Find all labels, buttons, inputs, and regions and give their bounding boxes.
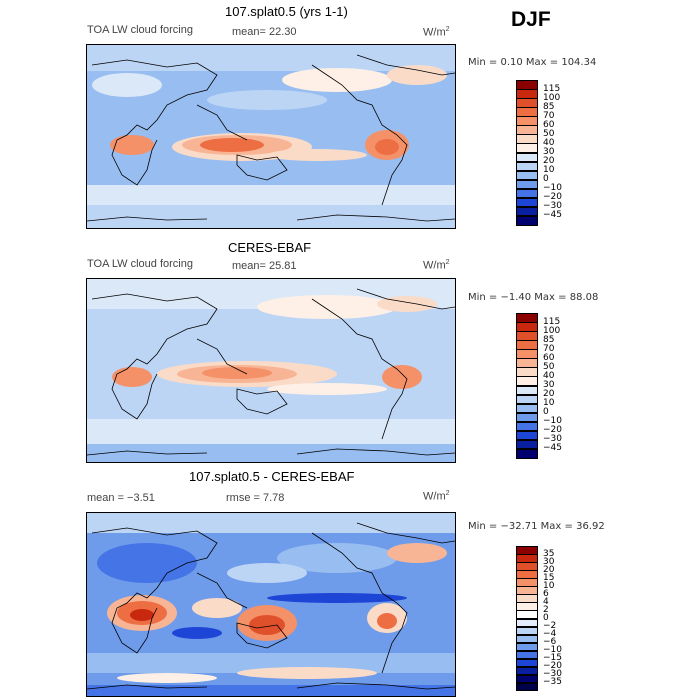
panel1-title: 107.splat0.5 (yrs 1-1) [225,4,348,19]
colorbar-tick-label: −4 [543,629,557,640]
colorbar-tick-label: 0 [543,407,549,418]
panel2-map-field [87,279,455,462]
panel1-map [86,44,456,229]
colorbar-tick-label: 20 [543,389,555,400]
panel3-title: 107.splat0.5 - CERES-EBAF [189,469,355,484]
colorbar-tick-label: 70 [543,110,555,121]
colorbar-tick-label: 35 [543,548,555,559]
colorbar-tick-label: 115 [543,83,561,94]
panel1-variable-label: TOA LW cloud forcing [87,24,193,36]
colorbar-tick-label: −30 [543,201,562,212]
colorbar-tick-label: 50 [543,128,555,139]
panel2-map [86,278,456,463]
colorbar-tick-label: −20 [543,661,562,672]
panel3-min-max: Min = −32.71 Max = 36.92 [468,521,605,532]
colorbar-tick-label: −15 [543,653,562,664]
colorbar-tick-label: 115 [543,316,561,327]
colorbar-tick-label: 0 [543,174,549,185]
colorbar-tick-label: 70 [543,343,555,354]
panel2-mean-label: mean= 25.81 [232,260,297,272]
colorbar-tick-label: 4 [543,596,549,607]
colorbar-tick-label: −45 [543,443,562,454]
colorbar-swatch [516,682,538,692]
colorbar-tick-label: 6 [543,588,549,599]
colorbar-tick-label: 15 [543,572,555,583]
colorbar-tick-label: 85 [543,101,555,112]
colorbar-tick-label: 10 [543,165,555,176]
colorbar-tick-label: −30 [543,669,562,680]
colorbar-tick-label: 85 [543,334,555,345]
colorbar-tick-label: 40 [543,370,555,381]
panel1-min-max: Min = 0.10 Max = 104.34 [468,57,597,68]
colorbar-tick-label: 100 [543,92,561,103]
panel1-map-field [87,45,455,228]
colorbar-tick-label: 40 [543,137,555,148]
colorbar-tick-label: 60 [543,119,555,130]
colorbar-swatch [516,448,538,459]
colorbar-swatch [516,215,538,226]
panel3-rmse-label: rmse = 7.78 [226,492,285,504]
colorbar-tick-label: −20 [543,425,562,436]
colorbar-tick-label: 60 [543,352,555,363]
panel3-map-field [87,513,455,696]
panel3-units-label: W/m2 [423,490,450,503]
colorbar-tick-label: 30 [543,147,555,157]
panel3-map [86,512,456,697]
panel1-units-label: W/m2 [423,26,450,39]
colorbar-tick-label: 2 [543,604,549,615]
colorbar-tick-label: 30 [543,556,555,567]
panel2-variable-label: TOA LW cloud forcing [87,258,193,270]
colorbar-tick-label: −2 [543,621,557,632]
colorbar-tick-label: −30 [543,434,562,445]
season-label: DJF [511,8,551,31]
panel2-colorbar: 115 100 85 70 60 50 40 30 20 10 0 −10 −20 −30 −45 [516,313,586,459]
colorbar-tick-label: 10 [543,580,555,591]
panel1-mean-label: mean= 22.30 [232,26,297,38]
colorbar-tick-label: −10 [543,416,562,427]
panel3-colorbar: 35 30 20 15 10 6 4 2 0 −2 −4 −6 −10 −15 −20 −30 −35 [516,546,586,692]
colorbar-tick-label: 50 [543,361,555,372]
panel2-units-label: W/m2 [423,259,450,272]
panel2-title: CERES-EBAF [228,240,312,255]
colorbar-tick-label: 10 [543,398,555,409]
colorbar-tick-label: 0 [543,613,549,623]
panel1-colorbar: 115 100 85 70 60 50 40 30 20 10 0 −10 −20 −30 −45 [516,80,586,226]
colorbar-tick-label: −20 [543,192,562,203]
colorbar-tick-label: 20 [543,564,555,575]
colorbar-tick-label: −35 [543,677,562,688]
colorbar-tick-label: −6 [543,637,557,648]
colorbar-tick-label: −10 [543,645,562,656]
colorbar-tick-label: −45 [543,210,562,221]
colorbar-tick-label: 30 [543,380,555,390]
colorbar-tick-label: 20 [543,156,555,167]
panel2-min-max: Min = −1.40 Max = 88.08 [468,292,599,303]
panel3-mean-label: mean = −3.51 [87,492,155,504]
colorbar-tick-label: 100 [543,325,561,336]
colorbar-tick-label: −10 [543,183,562,194]
